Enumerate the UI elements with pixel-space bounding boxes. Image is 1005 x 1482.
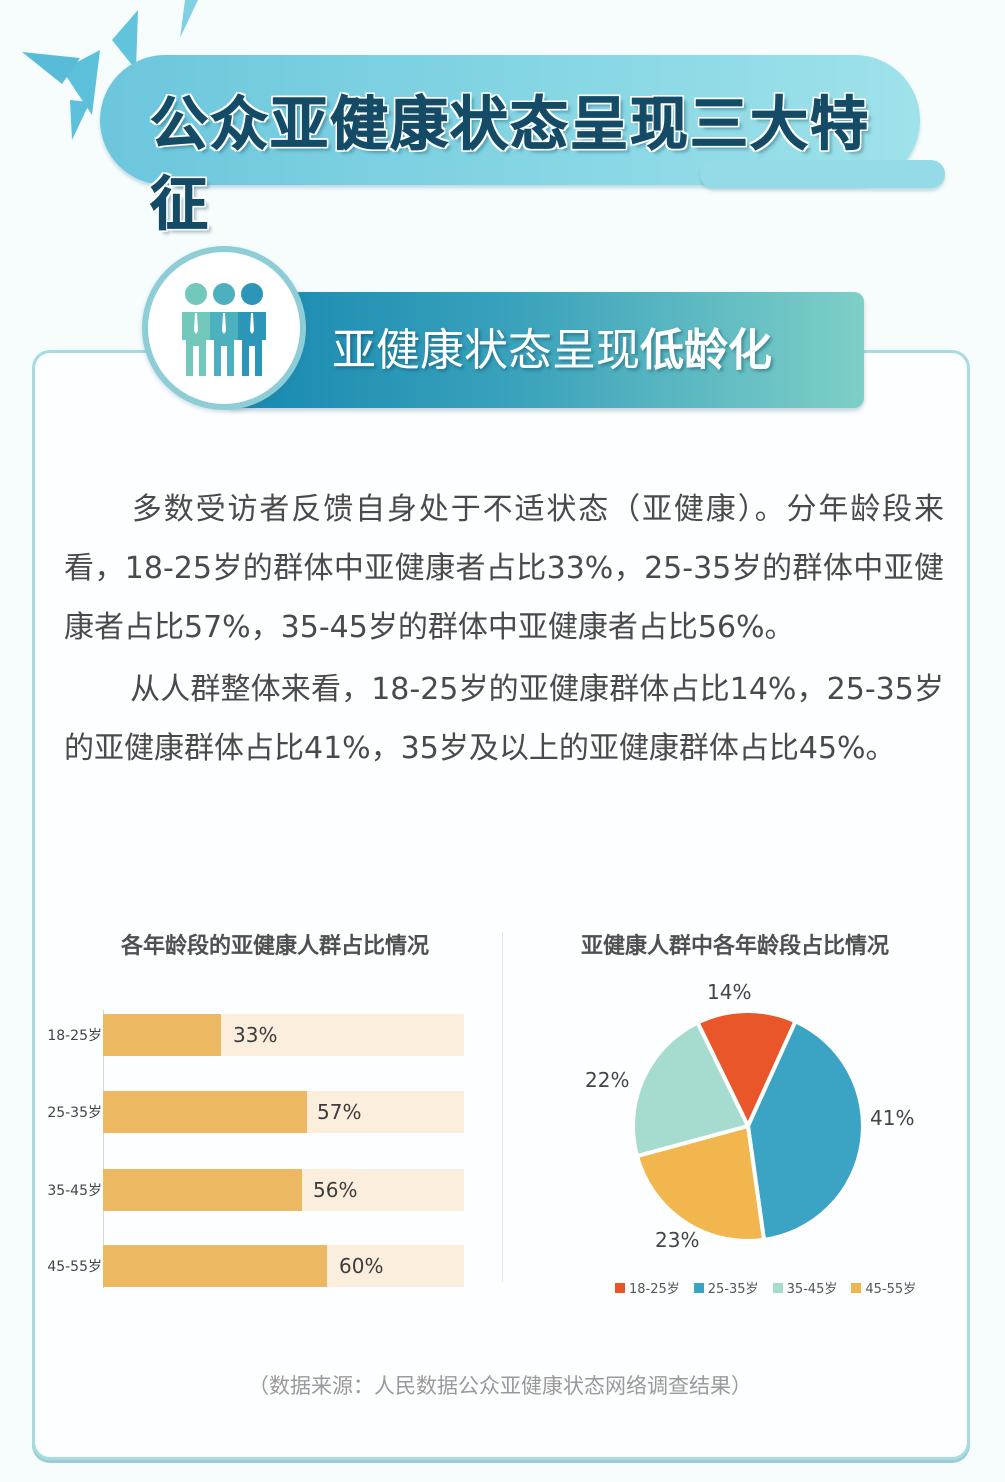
section-title: 亚健康状态呈现低龄化 [332,318,772,384]
data-source-note: （数据来源：人民数据公众亚健康状态网络调查结果） [248,1374,752,1398]
pie-chart [631,1009,865,1244]
legend-swatch [615,1282,625,1293]
legend-item-35-45: 35-45岁 [772,1278,837,1297]
bar-value: 56% [313,1178,358,1202]
bar-track: 57% [103,1091,464,1133]
bar-track: 56% [103,1169,464,1211]
section-icon-circle [142,246,306,410]
legend-swatch [693,1282,704,1293]
pie-slice-18-25 [695,1009,798,1128]
decorative-rays-icon [22,0,198,140]
bar-chart-title: 各年龄段的亚健康人群占比情况 [120,934,429,959]
people-group-icon [182,283,266,376]
pie-chart-title: 亚健康人群中各年龄段占比情况 [580,934,889,959]
bar-fill [103,1245,327,1287]
bar-label: 35-45岁 [47,1183,102,1199]
section-title-emphasis: 低龄化 [640,325,772,376]
bar-label: 25-35岁 [47,1105,102,1121]
chart-divider [502,932,503,1282]
bar-track: 60% [103,1245,464,1287]
bar-label: 45-55岁 [47,1259,102,1275]
bar-row-35-45: 35-45岁 56% [36,1169,466,1213]
section-header-bar [230,292,864,408]
pie-label-25-35: 41% [870,1106,915,1130]
legend-swatch [851,1282,862,1293]
legend-item-18-25: 18-25岁 [615,1278,680,1297]
pie-label-45-55: 23% [655,1228,700,1252]
bar-value: 60% [339,1254,384,1278]
pie-label-18-25: 14% [707,980,752,1004]
bar-value: 57% [317,1100,362,1124]
paragraph-overall-stats: 从人群整体来看，18-25岁的亚健康群体占比14%，25-35岁的亚健康群体占比… [64,672,944,766]
bar-value: 33% [233,1023,278,1047]
bar-row-25-35: 25-35岁 57% [36,1091,466,1135]
page-title: 公众亚健康状态呈现三大特征 [150,90,871,239]
section-title-regular: 亚健康状态呈现 [332,325,640,376]
paragraph-age-group-stats: 多数受访者反馈自身处于不适状态（亚健康）。分年龄段来看，18-25岁的群体中亚健… [64,492,944,645]
bar-fill [103,1091,307,1133]
pie-slice-25-35 [746,1019,865,1242]
pie-label-35-45: 22% [585,1068,630,1092]
bar-fill [103,1014,221,1056]
legend-swatch [772,1282,783,1293]
bar-row-18-25: 18-25岁 33% [36,1014,466,1058]
bar-row-45-55: 45-55岁 60% [36,1245,466,1289]
pie-legend: 18-25岁 25-35岁 35-45岁 45-55岁 [615,1278,916,1297]
bar-chart-axis [103,1010,104,1288]
bar-fill [103,1169,302,1211]
legend-item-45-55: 45-55岁 [851,1278,916,1297]
title-banner-tab [700,160,945,188]
legend-item-25-35: 25-35岁 [693,1278,759,1297]
bar-label: 18-25岁 [47,1028,102,1044]
pie-slice-35-45 [631,1020,750,1159]
pie-slice-45-55 [635,1124,766,1244]
bar-track: 33% [103,1014,464,1056]
